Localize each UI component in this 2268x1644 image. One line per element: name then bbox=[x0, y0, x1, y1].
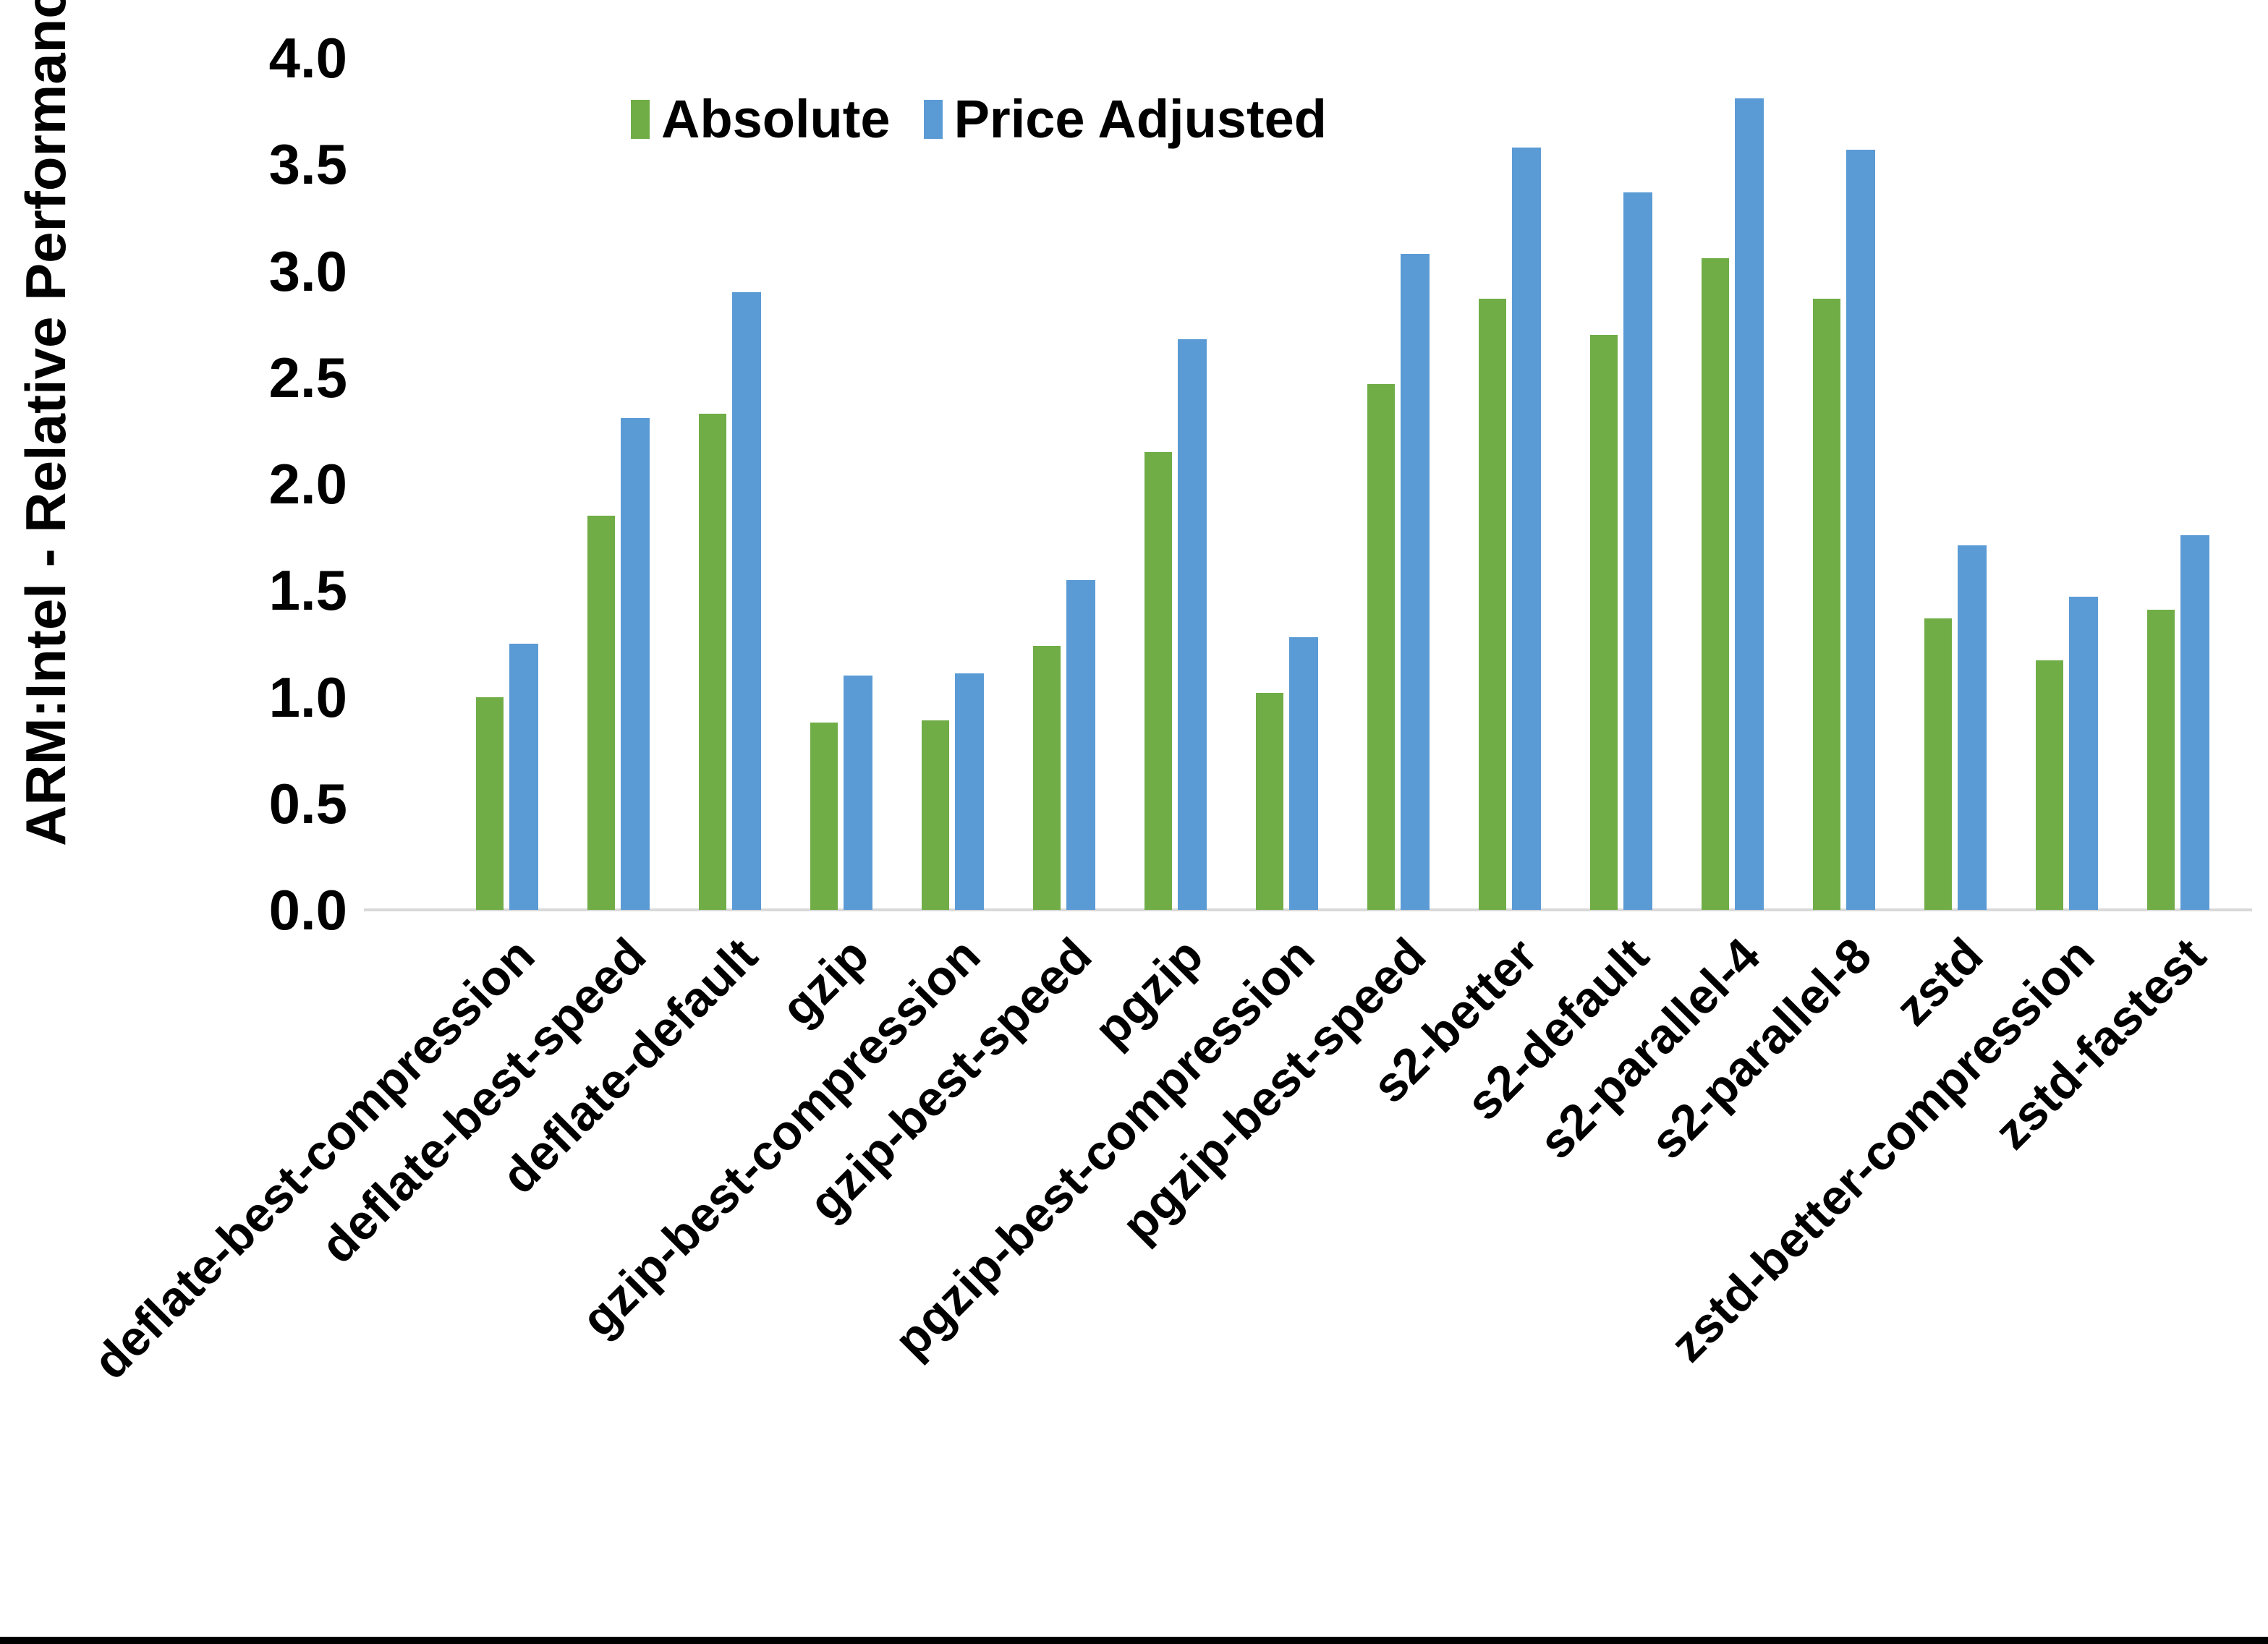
bar-absolute-gzip-best-compression bbox=[922, 720, 949, 910]
bar-price-adjusted-s2-better bbox=[1512, 147, 1541, 910]
bar-price-adjusted-s2-parallel-8 bbox=[1846, 149, 1875, 910]
bar-price-adjusted-zstd-better-compression bbox=[2069, 597, 2098, 910]
y-tick-2.0: 2.0 bbox=[268, 452, 347, 516]
y-tick-4.0: 4.0 bbox=[268, 26, 347, 90]
bar-price-adjusted-gzip bbox=[844, 676, 872, 910]
y-tick-0.0: 0.0 bbox=[268, 878, 347, 942]
y-axis-title: ARM:Intel - Relative Performance bbox=[14, 0, 77, 846]
bar-absolute-s2-parallel-8 bbox=[1813, 298, 1840, 910]
bar-absolute-zstd-fastest bbox=[2147, 609, 2175, 910]
legend: Absolute Price Adjusted bbox=[631, 88, 1327, 150]
legend-label-price-adjusted: Price Adjusted bbox=[954, 89, 1327, 149]
bar-price-adjusted-gzip-best-speed bbox=[1066, 579, 1095, 910]
bar-price-adjusted-s2-parallel-4 bbox=[1735, 98, 1764, 910]
legend-swatch-absolute bbox=[631, 99, 650, 139]
bar-price-adjusted-deflate-best-speed bbox=[621, 417, 650, 910]
bar-price-adjusted-gzip-best-compression bbox=[955, 673, 984, 910]
x-axis-line bbox=[364, 908, 2252, 911]
bar-absolute-s2-default bbox=[1590, 334, 1618, 910]
y-tick-3.5: 3.5 bbox=[268, 132, 347, 197]
y-tick-1.5: 1.5 bbox=[268, 558, 347, 623]
bar-absolute-s2-parallel-4 bbox=[1702, 257, 1729, 910]
bar-absolute-gzip bbox=[810, 722, 838, 910]
bar-absolute-s2-better bbox=[1479, 298, 1506, 910]
bar-price-adjusted-pgzip-best-speed bbox=[1401, 253, 1430, 910]
y-tick-3.0: 3.0 bbox=[268, 239, 347, 303]
bar-absolute-pgzip-best-compression bbox=[1256, 692, 1283, 910]
y-tick-1.0: 1.0 bbox=[268, 665, 347, 729]
bar-price-adjusted-s2-default bbox=[1623, 192, 1652, 910]
bar-price-adjusted-deflate-default bbox=[732, 291, 761, 910]
bar-absolute-pgzip-best-speed bbox=[1367, 383, 1395, 910]
bar-price-adjusted-pgzip-best-compression bbox=[1289, 637, 1318, 910]
legend-label-absolute: Absolute bbox=[661, 89, 891, 149]
bar-absolute-deflate-best-compression bbox=[476, 697, 504, 910]
bar-absolute-zstd bbox=[1924, 618, 1952, 910]
legend-swatch-price-adjusted bbox=[923, 99, 943, 139]
bar-price-adjusted-deflate-best-compression bbox=[509, 643, 538, 910]
bar-absolute-zstd-better-compression bbox=[2036, 660, 2063, 910]
bar-absolute-gzip-best-speed bbox=[1033, 645, 1061, 910]
bar-price-adjusted-zstd-fastest bbox=[2180, 534, 2209, 910]
y-tick-0.5: 0.5 bbox=[268, 771, 347, 835]
bar-absolute-deflate-best-speed bbox=[587, 516, 615, 910]
bar-absolute-pgzip bbox=[1144, 451, 1172, 910]
bottom-border bbox=[0, 1637, 2268, 1644]
y-tick-2.5: 2.5 bbox=[268, 345, 347, 409]
bar-price-adjusted-pgzip bbox=[1178, 338, 1207, 910]
bar-absolute-deflate-default bbox=[699, 413, 726, 910]
bar-price-adjusted-zstd bbox=[1958, 545, 1987, 910]
